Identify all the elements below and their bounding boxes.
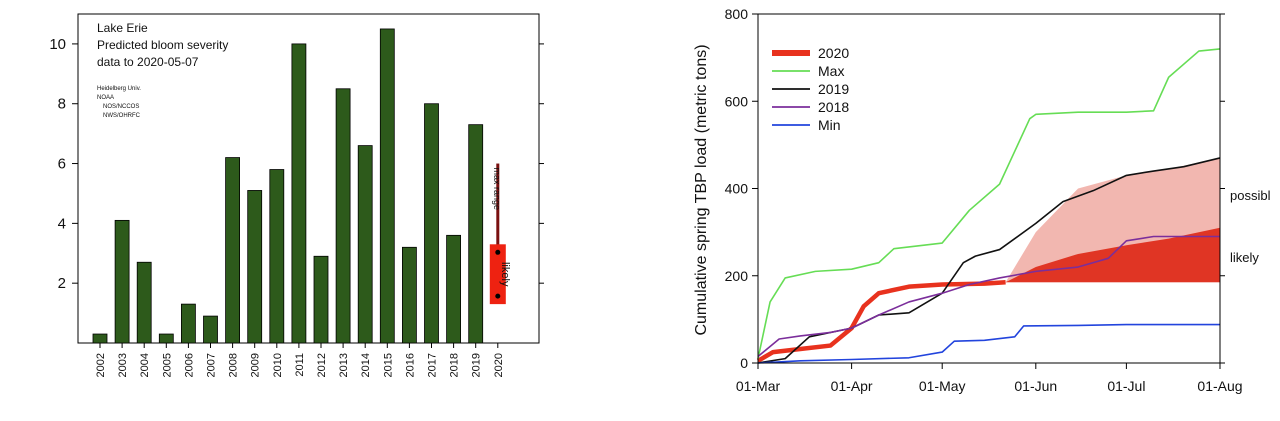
legend-label: Max [818, 63, 844, 79]
bar [357, 145, 373, 344]
left-x-tick-label: 2009 [250, 353, 262, 377]
bar [180, 303, 196, 344]
left-y-tick-label: 4 [58, 215, 66, 232]
bar [379, 28, 395, 344]
series-line-max [757, 48, 1221, 359]
bloom-bars [92, 28, 484, 344]
bar [468, 124, 484, 344]
legend-label: 2018 [818, 99, 849, 115]
series-line-2018 [757, 235, 1220, 358]
bar [424, 103, 439, 344]
likely-lower-dot [495, 293, 501, 299]
tbp-series-lines [756, 48, 1221, 364]
max-range-label: max range [492, 168, 502, 211]
left-x-tick-label: 2010 [272, 353, 284, 377]
bar [401, 246, 417, 344]
left-x-axis: 2002 2003 2004 2005 2006 2007 2008 2009 2010 2011… [95, 343, 505, 377]
title-line-1: Lake Erie [97, 21, 148, 35]
bar [446, 234, 462, 344]
likely-range-box [489, 244, 506, 305]
left-x-tick-label: 2007 [206, 353, 218, 377]
left-x-tick-label: 2015 [382, 353, 394, 377]
max-range-bar [496, 163, 500, 299]
bar [291, 43, 307, 344]
credit-line-1: Heidelberg Univ. [97, 86, 141, 92]
right-x-tick-label: 01-May [919, 378, 966, 394]
bar [136, 261, 152, 344]
legend: 2020 Max 2019 2018 Min [772, 45, 849, 133]
forecast-bands [1005, 157, 1220, 283]
legend-label: 2019 [818, 81, 849, 97]
title-line-2: Predicted bloom severity [97, 38, 228, 52]
left-y-axis: 2 4 6 8 10 [49, 36, 544, 292]
left-x-tick-label: 2005 [161, 353, 173, 377]
legend-label: Min [818, 117, 841, 133]
likely-band-label: likely [1230, 250, 1259, 265]
bar [114, 219, 130, 344]
bar [92, 333, 108, 344]
bar [225, 157, 241, 344]
credit-line-2: NOAA [97, 95, 114, 101]
possible-band-label: possibl [1230, 188, 1271, 203]
series-line-2020 [756, 280, 1006, 363]
bar [247, 190, 263, 344]
left-plot-frame [77, 13, 540, 344]
series-line-min [757, 323, 1220, 364]
right-plot-frame [757, 13, 1221, 364]
left-y-tick-label: 8 [58, 96, 66, 113]
left-x-tick-label: 2012 [316, 353, 328, 377]
right-x-tick-label: 01-Aug [1197, 378, 1242, 394]
right-x-tick-label: 01-Jul [1107, 378, 1145, 394]
legend-label: 2020 [818, 45, 849, 61]
right-y-axis: 0 200 400 600 800 [725, 6, 1225, 371]
left-x-tick-label: 2013 [338, 353, 350, 377]
forecast-2020: likely max range [489, 163, 511, 305]
right-y-tick-label: 800 [725, 6, 749, 22]
likely-upper-dot [495, 249, 501, 255]
left-y-tick-label: 2 [58, 275, 66, 292]
right-y-tick-label: 0 [740, 355, 748, 371]
bar [269, 169, 285, 344]
left-x-tick-label: 2016 [404, 353, 416, 377]
right-x-axis: 01-Mar 01-Apr 01-May 01-Jun 01-Jul 01-Aug [736, 363, 1243, 394]
credit-line-4: NWS/OHRFC [103, 113, 141, 119]
left-x-tick-label: 2004 [139, 353, 151, 377]
right-x-tick-label: 01-Apr [831, 378, 873, 394]
right-y-axis-label: Cumulative spring TBP load (metric tons) [693, 44, 710, 335]
left-y-tick-label: 6 [58, 156, 66, 173]
right-y-tick-label: 600 [725, 93, 749, 109]
bar [313, 255, 329, 344]
title-line-3: data to 2020-05-07 [97, 55, 199, 69]
left-x-tick-label: 2003 [117, 353, 129, 377]
credit-line-3: NOS/NCCOS [103, 104, 139, 110]
right-x-tick-label: 01-Jun [1014, 378, 1057, 394]
left-x-tick-label: 2008 [228, 353, 240, 377]
left-x-tick-label: 2017 [427, 353, 439, 377]
left-x-tick-label: 2006 [183, 353, 195, 377]
left-x-tick-label: 2019 [471, 353, 483, 377]
bar [203, 315, 218, 344]
left-x-tick-label: 2011 [294, 353, 306, 377]
right-x-tick-label: 01-Mar [736, 378, 781, 394]
left-x-tick-label: 2014 [360, 353, 372, 377]
bar [158, 333, 174, 344]
right-y-tick-label: 200 [725, 268, 749, 284]
left-y-tick-label: 10 [49, 36, 66, 53]
left-x-tick-label: 2018 [449, 353, 461, 377]
left-x-tick-label: 2020 [493, 353, 505, 377]
likely-label: likely [499, 262, 511, 287]
left-x-tick-label: 2002 [95, 353, 107, 377]
bar [335, 88, 351, 344]
right-y-tick-label: 400 [725, 181, 749, 197]
